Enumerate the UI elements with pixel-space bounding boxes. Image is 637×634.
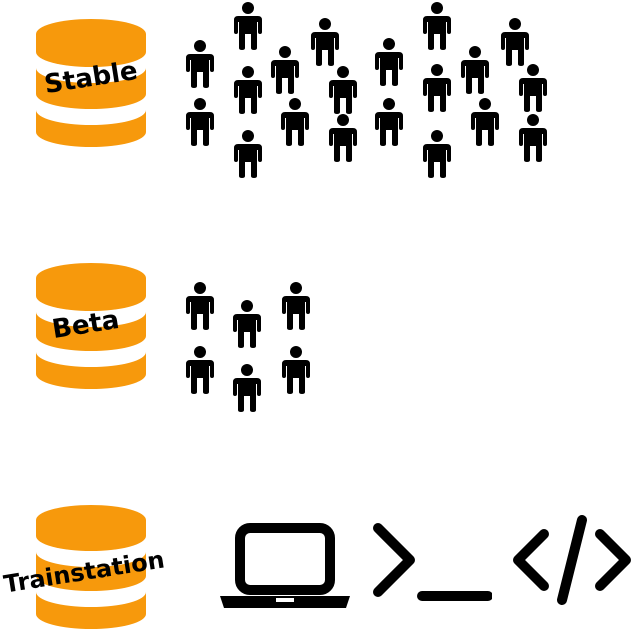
person-icon xyxy=(281,346,311,394)
code-icon xyxy=(513,515,631,605)
person-icon xyxy=(185,98,215,146)
database-icon xyxy=(36,19,146,147)
person-icon xyxy=(233,2,263,50)
person-icon xyxy=(281,282,311,330)
person-icon xyxy=(374,38,404,86)
person-icon xyxy=(374,98,404,146)
person-icon xyxy=(328,66,358,114)
database-icon xyxy=(36,263,146,389)
person-icon xyxy=(518,64,548,112)
person-icon xyxy=(500,18,530,66)
person-icon xyxy=(328,114,358,162)
person-icon xyxy=(270,46,300,94)
person-icon xyxy=(280,98,310,146)
person-icon xyxy=(233,66,263,114)
person-icon xyxy=(185,40,215,88)
person-icon xyxy=(470,98,500,146)
database-icon xyxy=(36,505,146,629)
database-trainstation xyxy=(34,502,148,630)
person-icon xyxy=(185,346,215,394)
person-icon xyxy=(185,282,215,330)
person-icon xyxy=(518,114,548,162)
person-icon xyxy=(422,130,452,178)
database-stable xyxy=(34,16,148,148)
person-icon xyxy=(310,18,340,66)
person-icon xyxy=(460,46,490,94)
terminal-icon xyxy=(373,523,492,601)
database-beta xyxy=(34,260,148,390)
person-icon xyxy=(422,64,452,112)
person-icon xyxy=(232,300,262,348)
person-icon xyxy=(233,130,263,178)
laptop-icon xyxy=(220,523,350,608)
person-icon xyxy=(422,2,452,50)
person-icon xyxy=(232,364,262,412)
